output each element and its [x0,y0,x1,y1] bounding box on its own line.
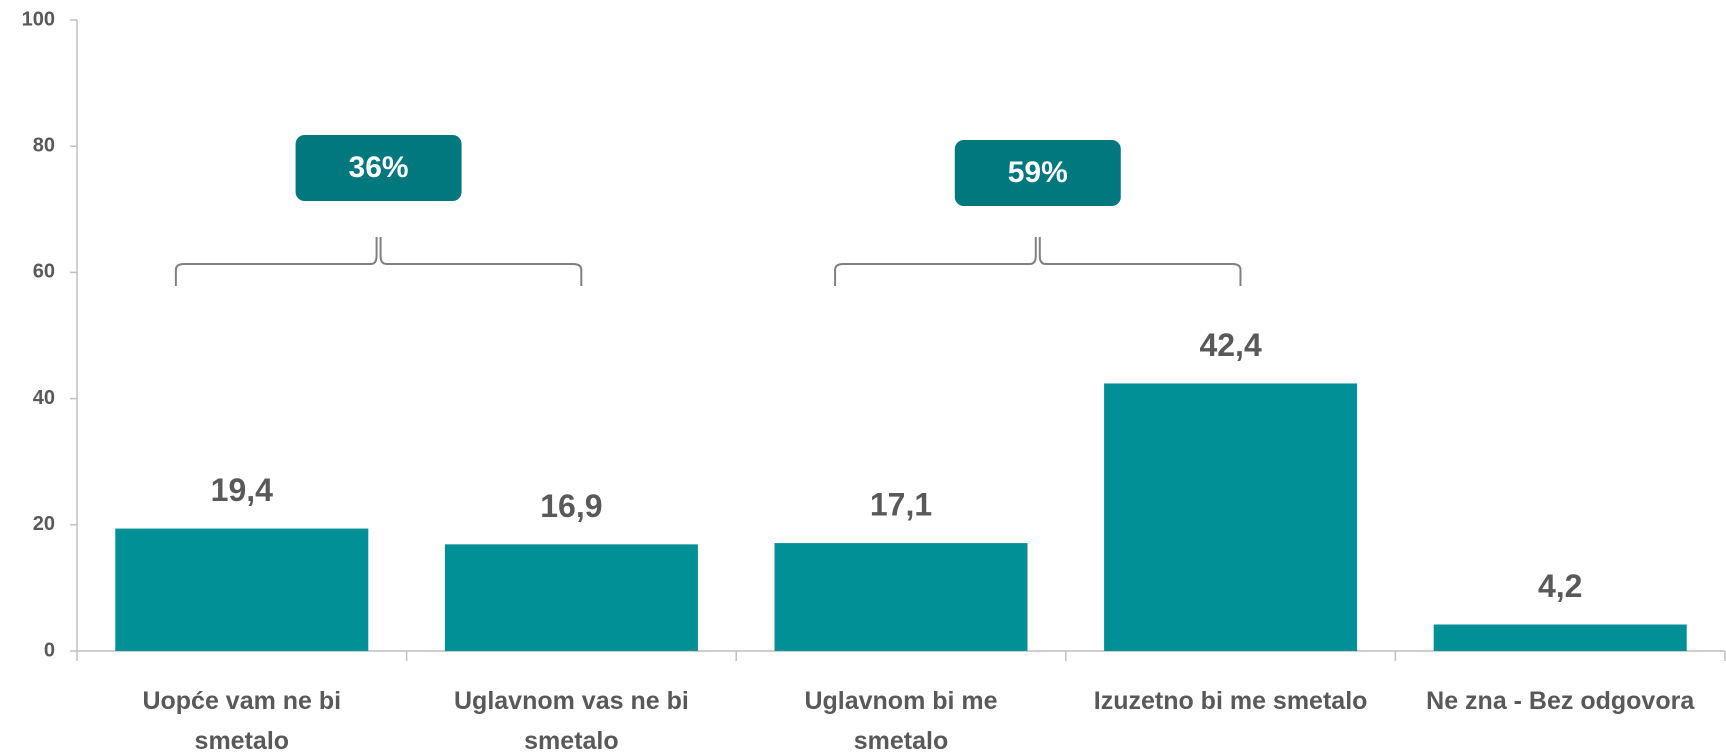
value-label: 17,1 [870,487,932,523]
y-tick-label: 80 [33,134,55,156]
bar [1104,383,1358,651]
value-label: 16,9 [540,488,602,524]
bracket [174,237,583,286]
annotation-box [954,140,1121,206]
x-tick-label-line: Ne zna - Bez odgovora [1426,687,1695,715]
x-tick-label-line: smetalo [854,727,948,755]
value-label: 4,2 [1538,568,1582,604]
y-tick-label: 0 [44,639,55,661]
bar [444,544,698,651]
y-tick-label: 40 [33,387,55,409]
bracket [834,237,1242,286]
x-tick-label-line: Uglavnom bi me [804,687,997,715]
x-tick-label: Izuzetno bi me smetalo [1094,687,1368,715]
y-tick-label: 100 [22,8,55,30]
x-tick-label-line: Uopće vam ne bi [142,687,341,715]
x-tick-label-line: Uglavnom vas ne bi [454,687,689,715]
bar [115,528,369,651]
x-tick-label-line: smetalo [195,727,289,755]
value-label: 42,4 [1199,327,1261,363]
bar [774,543,1028,651]
x-tick-label-line: Izuzetno bi me smetalo [1094,687,1368,715]
annotation-box [295,135,462,201]
x-tick-label: Uopće vam ne bi smetalo [142,687,341,755]
y-tick-label: 60 [33,261,55,283]
x-tick-label: Uglavnom vas ne bi smetalo [454,687,689,755]
y-tick-label: 20 [33,513,55,535]
x-tick-label-line: smetalo [524,727,618,755]
x-tick-label: Uglavnom bi me smetalo [804,687,997,755]
x-tick-label: Ne zna - Bez odgovora [1426,687,1695,715]
annotation-label: 59% [1008,156,1068,189]
annotation-label: 36% [349,151,409,184]
value-label: 19,4 [211,472,273,508]
bar [1433,624,1687,651]
